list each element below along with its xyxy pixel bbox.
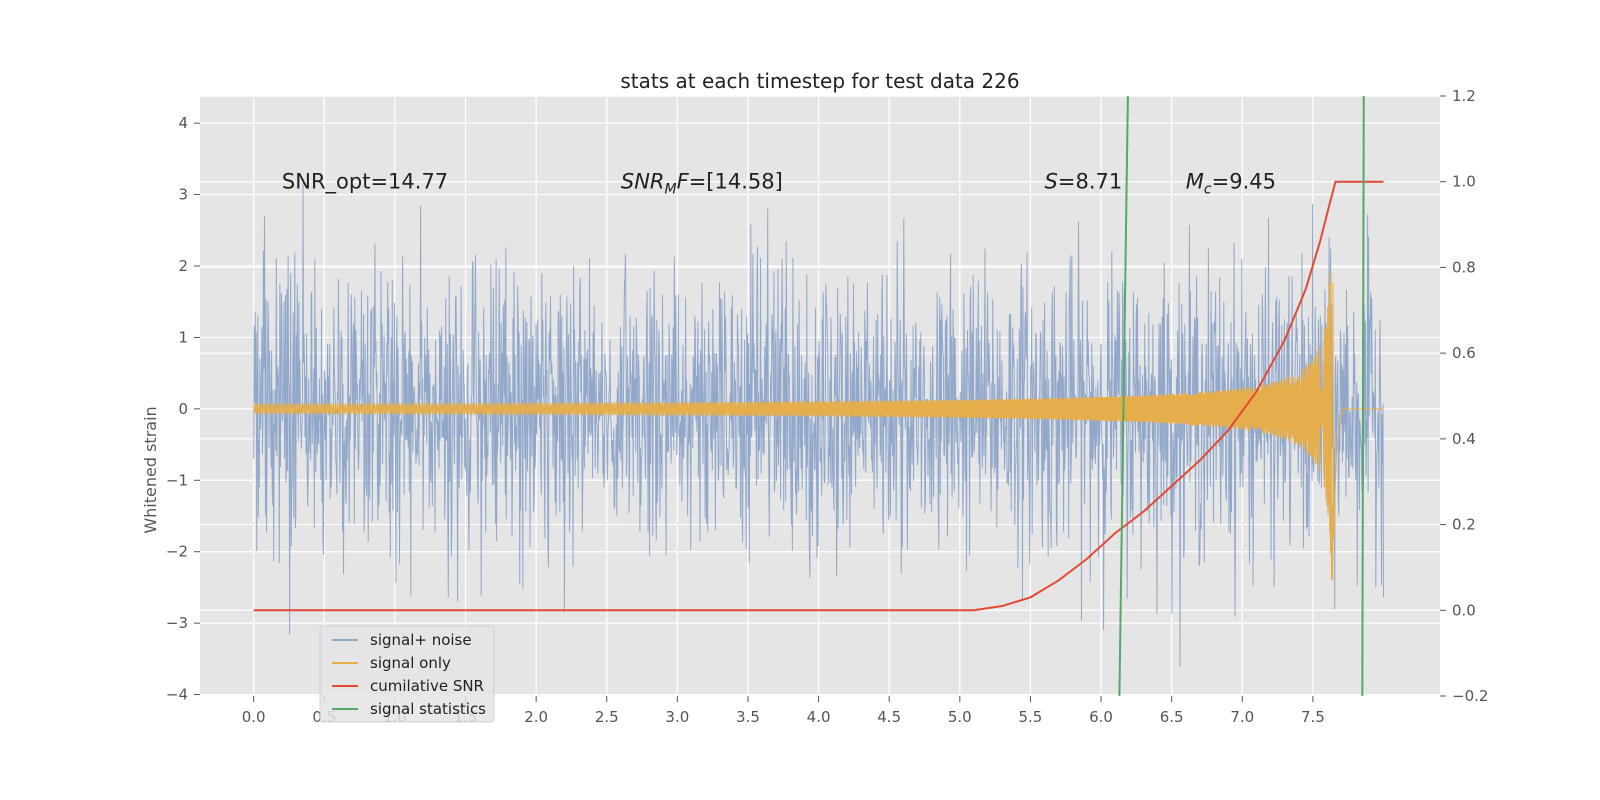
y-tick-label: 1 (178, 328, 188, 346)
annotations: SNR_opt=14.77 SNRMF=[14.58] S=8.71 Mc=9.45 (282, 169, 1276, 197)
annotation-text: S=8.71 (1045, 169, 1123, 193)
x-tick-label: 4.5 (877, 708, 901, 726)
x-tick-label: 3.0 (665, 708, 689, 726)
y-tick-label: 2 (178, 257, 188, 275)
y-tick-label: 0 (178, 400, 188, 418)
x-tick-label: 0.0 (242, 708, 266, 726)
x-tick-label: 7.0 (1230, 708, 1254, 726)
y-axis-label: Whitened strain (141, 406, 160, 533)
x-tick-label: 6.0 (1089, 708, 1113, 726)
legend-label: signal+ noise (370, 631, 472, 649)
signal-statistics-lines (1118, 95, 1365, 697)
annotation-subscript: M (665, 181, 677, 197)
annotation-value: =8.71 (1058, 169, 1122, 193)
x-tick-label: 5.0 (948, 708, 972, 726)
annotation-main: S (1045, 169, 1058, 193)
y-tick-label: −4 (166, 686, 188, 704)
chart-title: stats at each timestep for test data 226 (620, 69, 1019, 93)
x-tick-label: 6.5 (1160, 708, 1184, 726)
annotation-subscript: c (1204, 181, 1212, 197)
x-tick-label: 4.0 (807, 708, 831, 726)
series-layer (253, 95, 1384, 697)
annotation-main: M (1186, 169, 1204, 193)
signal-statistics-line (1361, 95, 1365, 697)
y2-tick-label: 0.2 (1452, 516, 1476, 534)
annotation-value-italic: F (677, 169, 690, 193)
signal-only-line (253, 272, 1384, 581)
y-tick-label: −3 (166, 614, 188, 632)
legend: signal+ noise signal only cumilative SNR si… (319, 625, 495, 723)
y-tick-label: −1 (166, 471, 188, 489)
annotation-text: SNRMF=[14.58] (621, 169, 783, 197)
x-tick-label: 5.5 (1019, 708, 1043, 726)
y2-tick-label: 0.6 (1452, 344, 1476, 362)
y-tick-label: −2 (166, 543, 188, 561)
signal-noise-line (253, 181, 1384, 667)
x-tick-label: 2.5 (595, 708, 619, 726)
annotation-value: =9.45 (1212, 169, 1276, 193)
y2-tick-label: 0.8 (1452, 258, 1476, 276)
annotation-main: SNR (621, 169, 665, 193)
legend-box (319, 625, 495, 723)
y2-tick-label: 1.0 (1452, 173, 1476, 191)
annotation-value-plain: =[14.58] (689, 169, 783, 193)
annotation-value: F=[14.58] (677, 169, 783, 193)
y-tick-label: 4 (178, 114, 188, 132)
x-tick-label: 3.5 (736, 708, 760, 726)
legend-label: cumilative SNR (370, 677, 484, 695)
annotation-text: Mc=9.45 (1186, 169, 1276, 197)
y2-tick-label: 0.4 (1452, 430, 1476, 448)
annotation-text: SNR_opt=14.77 (282, 169, 448, 194)
x-tick-label: 7.5 (1301, 708, 1325, 726)
x-tick-label: 2.0 (524, 708, 548, 726)
signal-statistics-line (1118, 95, 1129, 697)
legend-label: signal only (370, 654, 451, 672)
y2-tick-label: −0.2 (1452, 687, 1488, 705)
y-tick-label: 3 (178, 186, 188, 204)
annotation-main: SNR_opt=14.77 (282, 169, 448, 194)
cumilative-snr-line (253, 180, 1384, 612)
y2-tick-label: 0.0 (1452, 601, 1476, 619)
y2-tick-label: 1.2 (1452, 87, 1476, 105)
legend-label: signal statistics (370, 700, 486, 718)
